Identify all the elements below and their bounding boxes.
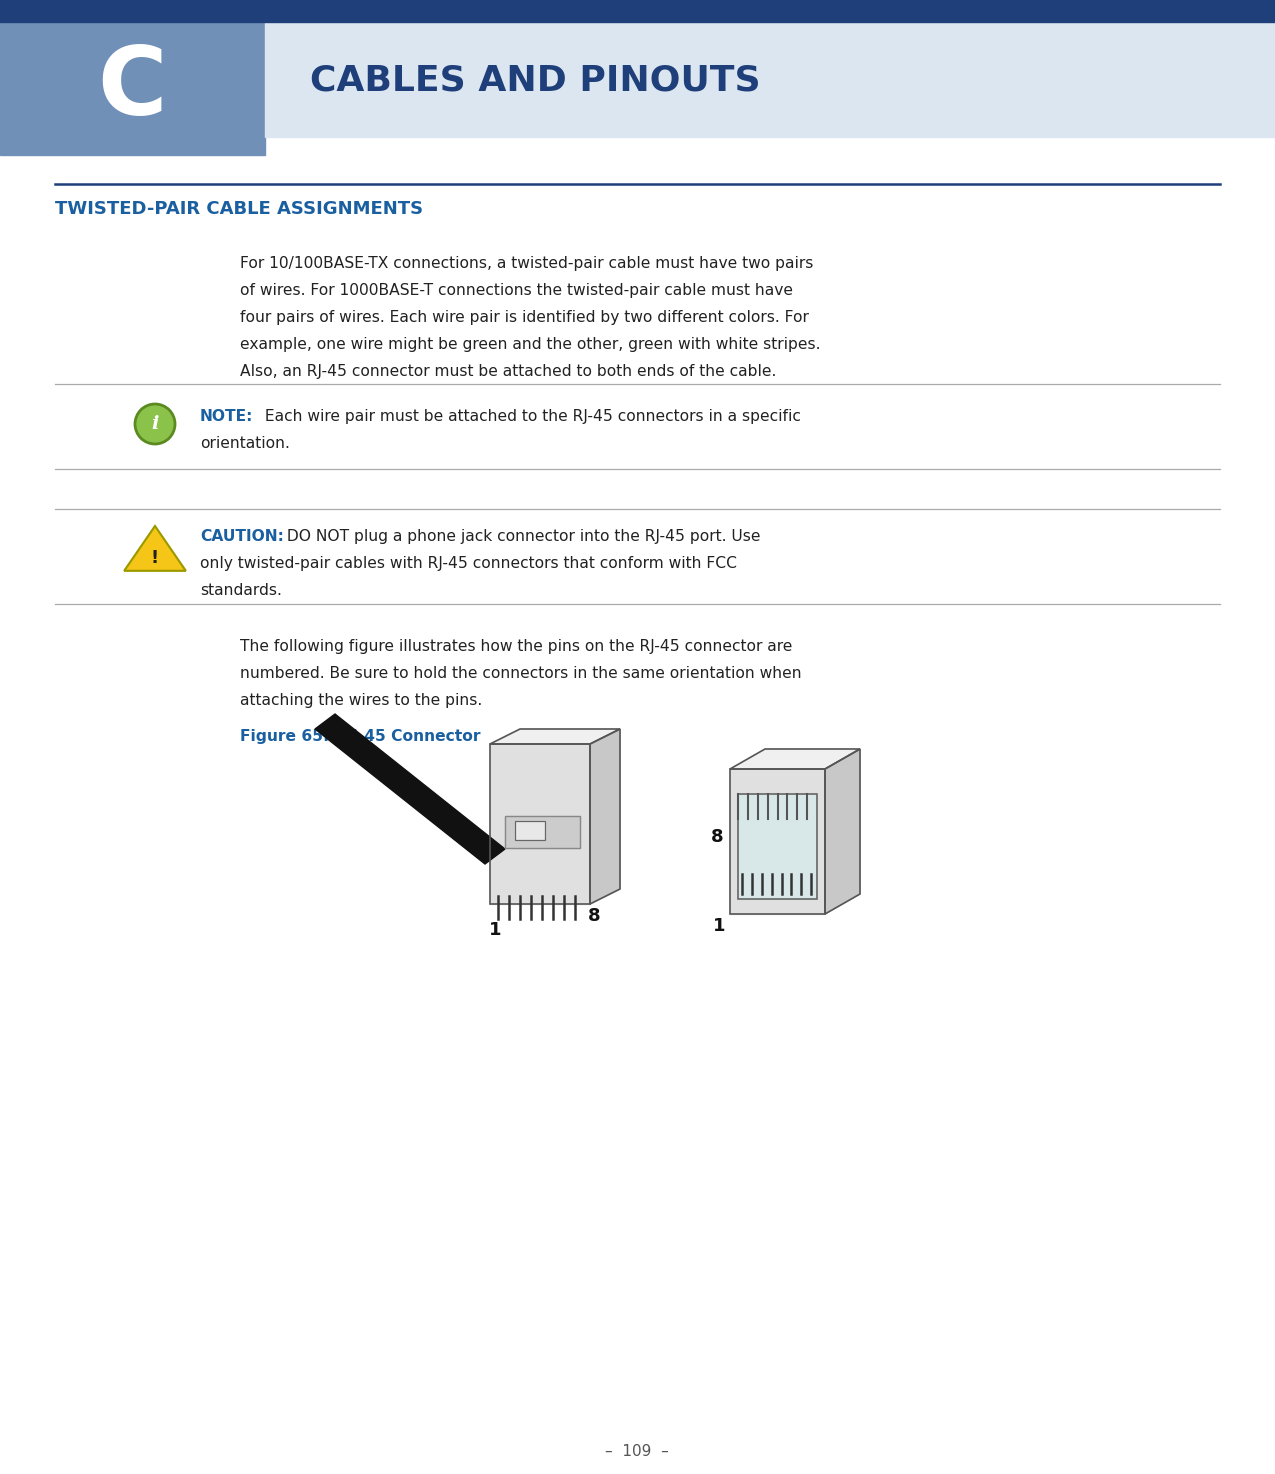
Polygon shape — [490, 730, 620, 744]
Text: only twisted-pair cables with RJ-45 connectors that conform with FCC: only twisted-pair cables with RJ-45 conn… — [200, 556, 737, 570]
Text: !: ! — [150, 548, 159, 567]
Polygon shape — [731, 769, 825, 914]
Bar — [0, 22, 265, 155]
Polygon shape — [731, 749, 861, 769]
Polygon shape — [490, 744, 590, 904]
Circle shape — [135, 404, 175, 444]
Text: 1: 1 — [488, 921, 501, 939]
Text: of wires. For 1000BASE-T connections the twisted-pair cable must have: of wires. For 1000BASE-T connections the… — [240, 283, 793, 298]
Text: numbered. Be sure to hold the connectors in the same orientation when: numbered. Be sure to hold the connectors… — [240, 666, 802, 681]
Text: CABLES AND PINOUTS: CABLES AND PINOUTS — [310, 63, 761, 97]
Text: Also, an RJ-45 connector must be attached to both ends of the cable.: Also, an RJ-45 connector must be attache… — [240, 364, 776, 379]
Bar — [0, 0, 1275, 22]
Text: standards.: standards. — [200, 584, 282, 598]
Text: The following figure illustrates how the pins on the RJ-45 connector are: The following figure illustrates how the… — [240, 640, 792, 654]
Polygon shape — [825, 749, 861, 914]
Polygon shape — [315, 713, 505, 864]
Text: TWISTED-PAIR CABLE ASSIGNMENTS: TWISTED-PAIR CABLE ASSIGNMENTS — [55, 200, 423, 218]
Text: orientation.: orientation. — [200, 436, 289, 451]
Polygon shape — [124, 526, 186, 570]
Polygon shape — [505, 817, 580, 848]
Text: Each wire pair must be attached to the RJ-45 connectors in a specific: Each wire pair must be attached to the R… — [260, 408, 801, 425]
Bar — [265, 22, 1275, 137]
Text: CAUTION:: CAUTION: — [200, 529, 284, 544]
Text: NOTE:: NOTE: — [200, 408, 254, 425]
Text: C: C — [97, 43, 167, 134]
Text: attaching the wires to the pins.: attaching the wires to the pins. — [240, 693, 482, 708]
Text: DO NOT plug a phone jack connector into the RJ-45 port. Use: DO NOT plug a phone jack connector into … — [282, 529, 760, 544]
Text: four pairs of wires. Each wire pair is identified by two different colors. For: four pairs of wires. Each wire pair is i… — [240, 310, 808, 324]
Text: 1: 1 — [713, 917, 725, 935]
Polygon shape — [515, 821, 544, 840]
Text: example, one wire might be green and the other, green with white stripes.: example, one wire might be green and the… — [240, 338, 821, 352]
Text: i: i — [152, 416, 158, 433]
Text: For 10/100BASE-TX connections, a twisted-pair cable must have two pairs: For 10/100BASE-TX connections, a twisted… — [240, 256, 813, 271]
Polygon shape — [738, 794, 817, 899]
Text: Figure 65:  RJ-45 Connector: Figure 65: RJ-45 Connector — [240, 730, 481, 744]
Text: 8: 8 — [588, 907, 601, 926]
Polygon shape — [590, 730, 620, 904]
Text: –  109  –: – 109 – — [606, 1445, 669, 1459]
Text: 8: 8 — [711, 827, 724, 846]
